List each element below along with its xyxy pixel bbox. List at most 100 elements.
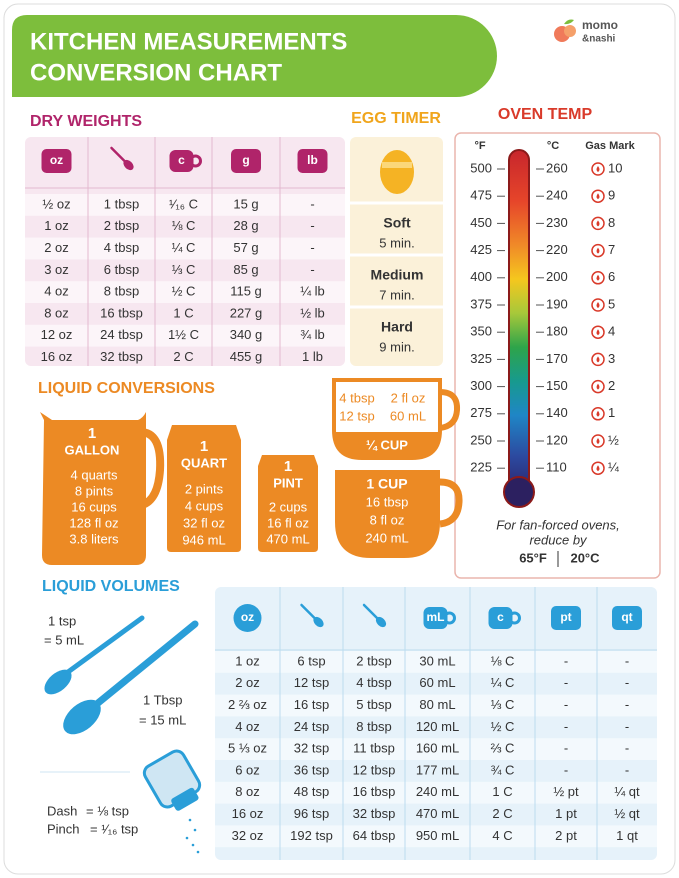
gas-mark: 4 (608, 324, 615, 339)
table-cell: 16 oz (41, 349, 73, 364)
table-cell: 2 pt (555, 828, 577, 843)
egg-label: Soft (383, 215, 411, 231)
icon (297, 149, 328, 173)
celsius: 140 (546, 405, 568, 420)
celsius: 120 (546, 432, 568, 447)
gas-flame-icon (591, 162, 605, 176)
row-stripe (25, 237, 345, 260)
table-cell: 192 tsp (290, 828, 333, 843)
icon (551, 606, 581, 630)
table-cell: 32 tbsp (100, 349, 143, 364)
fahrenheit: 400 (470, 269, 492, 284)
table-cell: 16 tsp (294, 697, 329, 712)
section-title: LIQUID VOLUMES (42, 578, 180, 595)
table-cell: 11 tbsp (353, 741, 395, 756)
fahrenheit: 325 (470, 351, 492, 366)
container-line: 8 pints (75, 483, 114, 498)
table-cell: - (625, 675, 629, 690)
container-line: 4 tbsp (339, 390, 374, 405)
table-cell: 48 tsp (294, 784, 329, 799)
gas-mark: 2 (608, 378, 615, 393)
tablespoon (63, 699, 101, 735)
table-cell: 4 oz (235, 719, 260, 734)
spoon-value: = ⅛ tsp (86, 803, 129, 818)
brand-logo (564, 25, 576, 37)
table-cell: - (310, 240, 314, 255)
table-cell: 1 C (492, 784, 512, 799)
container-line: 240 mL (365, 530, 408, 545)
table-cell: ½ oz (42, 196, 70, 211)
icon (169, 150, 194, 172)
fahrenheit: 375 (470, 296, 492, 311)
gas-flame-icon (591, 325, 605, 339)
gas-flame-icon (596, 193, 600, 200)
fahrenheit: 350 (470, 324, 492, 339)
table-cell: ¼ C (172, 240, 196, 255)
egg-label: Hard (381, 319, 413, 335)
table-cell: ¼ lb (300, 284, 325, 299)
spoon-value: = 15 mL (139, 712, 186, 727)
gas-flame-icon (591, 243, 605, 258)
table-cell: - (625, 697, 629, 712)
container-unit: 1 CUP (366, 476, 407, 492)
icon-label: g (242, 153, 249, 167)
pint-carton (258, 455, 318, 552)
gas-flame-icon (591, 216, 605, 231)
table-cell: 4 tbsp (104, 240, 139, 255)
table-cell: 8 tbsp (104, 284, 139, 299)
fahrenheit: 425 (470, 242, 492, 257)
container-number: 1 (284, 458, 292, 475)
spoon-label: 1 Tbsp (143, 692, 183, 707)
table-cell: 5 ⅓ oz (228, 741, 267, 756)
gallon-handle (139, 428, 165, 509)
table-cell: ½ C (491, 719, 515, 734)
gas-mark: ½ (608, 432, 619, 447)
table-cell: 32 oz (232, 828, 264, 843)
celsius: 180 (546, 324, 568, 339)
gas-flame-icon (591, 271, 605, 285)
salt-grain (193, 828, 197, 832)
container-line: 4 quarts (71, 467, 118, 482)
table-cell: - (625, 719, 629, 734)
container-number: 1 (200, 438, 208, 455)
table-cell: ¼ qt (614, 784, 640, 799)
table-cell: 1 oz (235, 653, 260, 668)
spoon-label: Dash (47, 803, 77, 818)
table-cell: - (625, 653, 629, 668)
gas-flame-icon (591, 379, 605, 394)
table-cell: 4 oz (44, 284, 69, 299)
icon (41, 149, 72, 173)
table-cell: 6 tbsp (104, 262, 139, 277)
table-cell: 24 tsp (294, 719, 329, 734)
table-cell: ⅛ C (491, 653, 515, 668)
section-title: EGG TIMER (351, 110, 441, 127)
table-cell: 32 tsp (294, 741, 329, 756)
table-cell: 12 tsp (294, 675, 329, 690)
spoon-icon (300, 603, 317, 621)
salt-grain (185, 836, 189, 840)
table-cell: 227 g (230, 305, 263, 320)
gas-mark: 1 (608, 405, 615, 420)
gas-mark: 10 (608, 160, 622, 175)
table-cell: 64 tbsp (353, 828, 396, 843)
table-cell: 1½ C (168, 327, 199, 342)
gas-flame-icon (591, 298, 605, 312)
icon-label: c (178, 153, 185, 167)
table-cell: 160 mL (416, 741, 459, 756)
container-line: 32 fl oz (183, 515, 225, 530)
gas-flame-icon (596, 247, 600, 254)
title: CONVERSION CHART (30, 59, 282, 86)
egg-time: 9 min. (379, 339, 414, 354)
table-cell: 15 g (233, 196, 258, 211)
gas-mark: 5 (608, 296, 615, 311)
cup (335, 470, 440, 558)
fahrenheit: 250 (470, 432, 492, 447)
icon-label: lb (307, 153, 318, 167)
table-cell: 57 g (233, 240, 258, 255)
table-cell: 2 oz (235, 675, 260, 690)
icon (488, 607, 513, 629)
container-unit: QUART (181, 455, 227, 470)
table-cell: - (564, 762, 568, 777)
table-cell: 2 oz (44, 240, 69, 255)
